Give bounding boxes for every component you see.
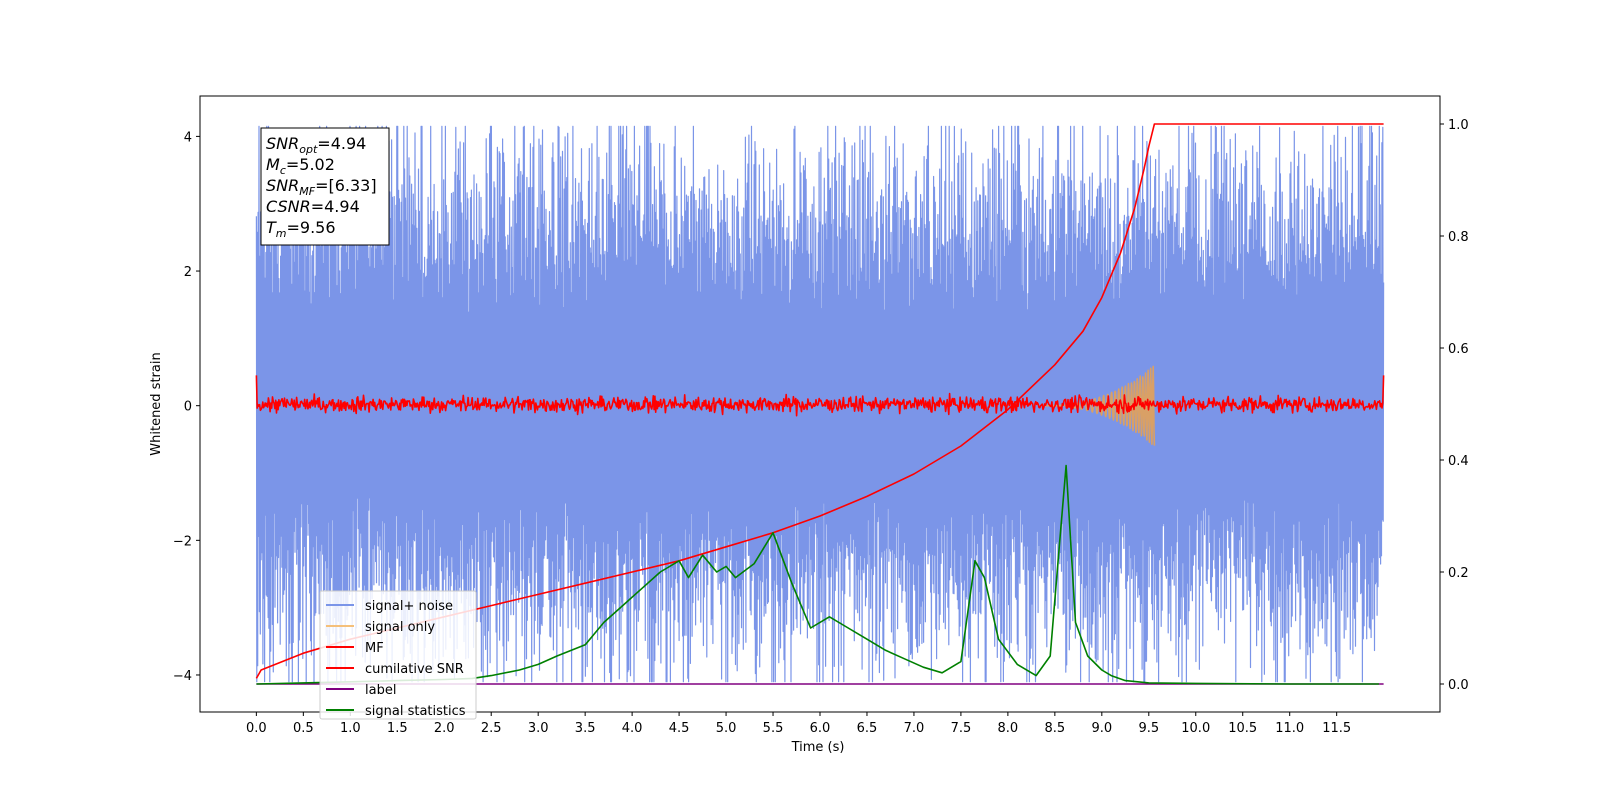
x-tick-label: 11.5 xyxy=(1322,721,1351,736)
y-axis-label: Whitened strain xyxy=(149,352,164,455)
y-right-tick-label: 1.0 xyxy=(1448,118,1469,133)
x-tick-label: 0.5 xyxy=(293,721,314,736)
legend-label: signal only xyxy=(365,620,435,635)
legend-label: MF xyxy=(365,641,384,656)
legend-label: cumilative SNR xyxy=(365,662,464,677)
x-tick-label: 2.0 xyxy=(434,721,455,736)
x-tick-label: 7.5 xyxy=(951,721,972,736)
info-box-frame xyxy=(260,127,390,246)
x-tick-label: 1.5 xyxy=(387,721,408,736)
legend-label: label xyxy=(365,683,396,698)
info-tm: Tm=9.56 xyxy=(266,218,336,240)
x-tick-label: 4.5 xyxy=(669,721,690,736)
info-snr-opt: SNRopt=4.94 xyxy=(266,134,366,156)
x-tick-label: 2.5 xyxy=(481,721,502,736)
x-tick-label: 10.5 xyxy=(1228,721,1257,736)
series-line-signal-noise xyxy=(255,125,1385,683)
x-tick-label: 5.0 xyxy=(716,721,737,736)
info-csnr: CSNR=4.94 xyxy=(266,197,360,216)
x-tick-label: 8.5 xyxy=(1045,721,1066,736)
x-tick-label: 6.5 xyxy=(857,721,878,736)
x-tick-label: 11.0 xyxy=(1275,721,1304,736)
y-right-tick-label: 0.2 xyxy=(1448,566,1469,581)
y-right-tick-label: 0.8 xyxy=(1448,230,1469,245)
series-line-mf xyxy=(255,375,1385,417)
x-tick-label: 3.5 xyxy=(575,721,596,736)
x-tick-label: 1.0 xyxy=(340,721,361,736)
y-left-tick-label: 0 xyxy=(184,400,192,415)
x-tick-label: 6.0 xyxy=(810,721,831,736)
x-tick-label: 8.0 xyxy=(998,721,1019,736)
x-tick-label: 0.0 xyxy=(246,721,267,736)
x-tick-label: 9.5 xyxy=(1138,721,1159,736)
y-left-tick-label: 2 xyxy=(184,265,192,280)
legend-label: signal+ noise xyxy=(365,599,453,614)
y-left-tick-label: 4 xyxy=(184,130,192,145)
y-right-tick-label: 0.4 xyxy=(1448,454,1469,469)
legend-frame xyxy=(319,590,477,720)
y-right-tick-label: 0.6 xyxy=(1448,342,1469,357)
y-left-tick-label: −2 xyxy=(173,534,192,549)
legend-label: signal statistics xyxy=(365,704,466,719)
info-mc: Mc=5.02 xyxy=(266,155,335,177)
x-tick-label: 4.0 xyxy=(622,721,643,736)
x-tick-label: 3.0 xyxy=(528,721,549,736)
info-snr-mf: SNRMF=[6.33] xyxy=(266,176,377,198)
x-tick-label: 9.0 xyxy=(1091,721,1112,736)
legend: signal+ noise signal only MF cumilative SNR… xyxy=(319,590,477,720)
info-box: SNRopt=4.94 Mc=5.02 SNRMF=[6.33] CSNR=4.… xyxy=(260,127,390,246)
y-right-tick-label: 0.0 xyxy=(1448,678,1469,693)
x-tick-label: 10.0 xyxy=(1181,721,1210,736)
x-tick-label: 7.0 xyxy=(904,721,925,736)
x-tick-label: 5.5 xyxy=(763,721,784,736)
ticks-layer: 0.0 0.5 1.0 1.5 2.0 2.5 3.0 3.5 4.0 4.5 5.0 5.5 6.0 6… xyxy=(173,118,1469,736)
y-left-tick-label: −4 xyxy=(173,669,192,684)
series-line-signal-statistics xyxy=(256,464,1379,685)
x-axis-label: Time (s) xyxy=(791,740,845,755)
